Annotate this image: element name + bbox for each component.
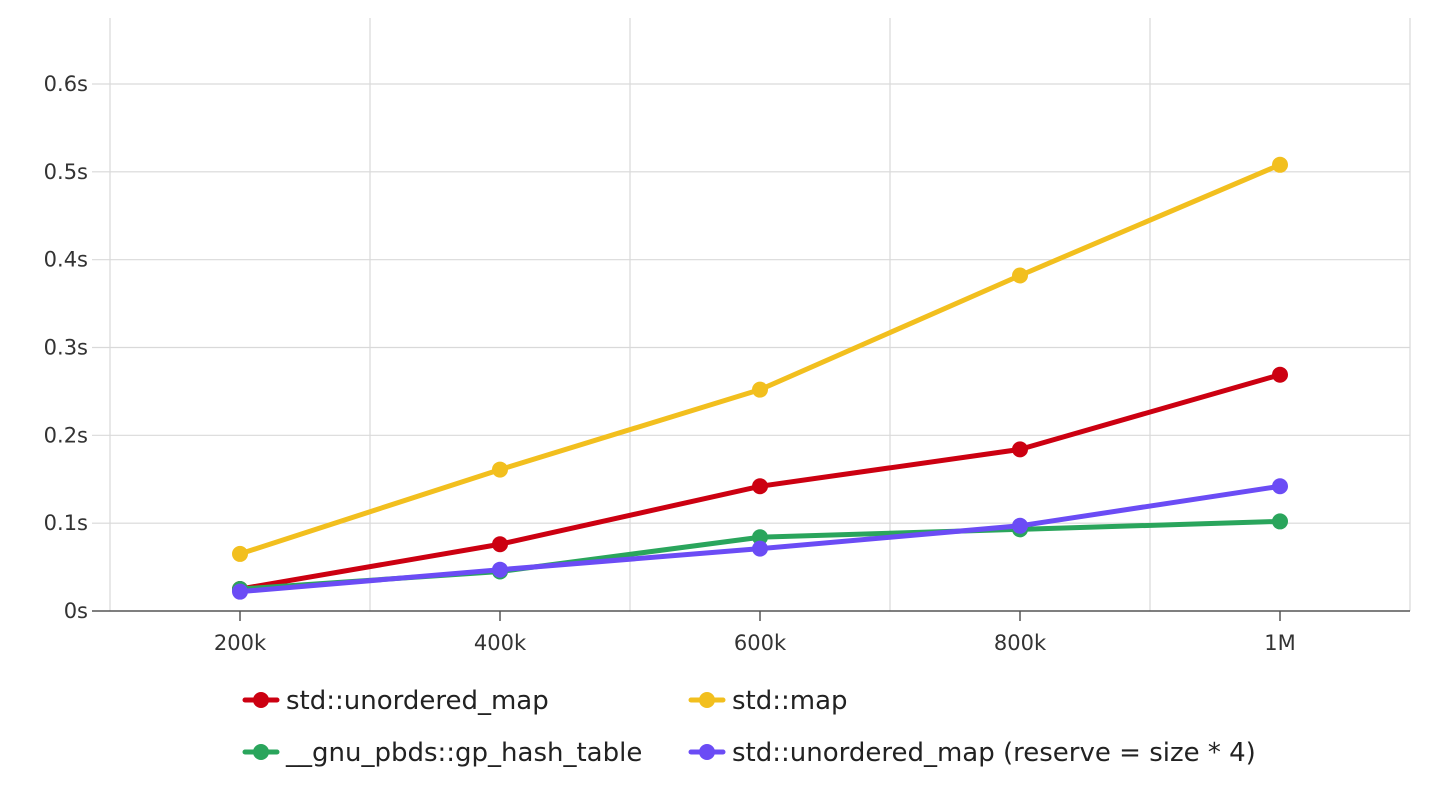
legend-item[interactable]: std::unordered_map (reserve = size * 4) [688, 738, 1256, 768]
x-tick-label: 1M [1264, 631, 1295, 655]
legend-swatch-marker [253, 744, 269, 760]
legend-item[interactable]: std::unordered_map [242, 686, 549, 716]
legend-swatch-marker [699, 744, 715, 760]
series-lines [232, 156, 1288, 600]
legend: std::unordered_map std::map__gnu_pbds::gp… [242, 686, 1256, 768]
legend-label: std::unordered_map [286, 686, 549, 716]
legend-item[interactable]: __gnu_pbds::gp_hash_table [242, 738, 642, 768]
data-point [232, 583, 248, 600]
series-line [237, 162, 1283, 557]
legend-swatch-marker [699, 692, 715, 708]
data-point [232, 545, 248, 562]
data-point [492, 561, 508, 578]
data-point [1272, 156, 1288, 173]
data-point [752, 381, 768, 398]
data-point [492, 461, 508, 478]
series-3 [232, 478, 1288, 600]
x-tick-label: 800k [994, 631, 1047, 655]
legend-label: std::map [732, 686, 848, 716]
y-tick-label: 0.2s [44, 423, 88, 447]
x-tick-label: 400k [474, 631, 527, 655]
series-0 [232, 366, 1288, 598]
data-point [752, 478, 768, 495]
y-tick-label: 0.1s [44, 511, 88, 535]
data-point [1012, 267, 1028, 284]
data-point [1272, 478, 1288, 495]
legend-label: std::unordered_map (reserve = size * 4) [732, 738, 1256, 768]
grid [92, 18, 1411, 611]
axes: 0s 0.1s 0.2s 0.3s 0.4s 0.5s 0.6s 200k 400k 600k 80… [44, 72, 1410, 655]
legend-label: __gnu_pbds::gp_hash_table [285, 738, 642, 768]
data-point [1272, 366, 1288, 383]
data-point [752, 529, 768, 546]
legend-item[interactable]: std::map [688, 686, 848, 716]
legend-swatch-marker [253, 692, 269, 708]
x-tick-label: 600k [734, 631, 787, 655]
y-tick-label: 0.4s [44, 248, 88, 272]
y-tick-label: 0s [64, 599, 88, 623]
y-tick-label: 0.5s [44, 160, 88, 184]
series-1 [232, 156, 1288, 562]
y-tick-label: 0.6s [44, 72, 88, 96]
data-point [1012, 517, 1028, 534]
x-tick-label: 200k [214, 631, 267, 655]
data-point [1272, 513, 1288, 530]
data-point [1012, 441, 1028, 458]
data-point [752, 540, 768, 557]
data-point [492, 536, 508, 553]
y-tick-label: 0.3s [44, 336, 88, 360]
